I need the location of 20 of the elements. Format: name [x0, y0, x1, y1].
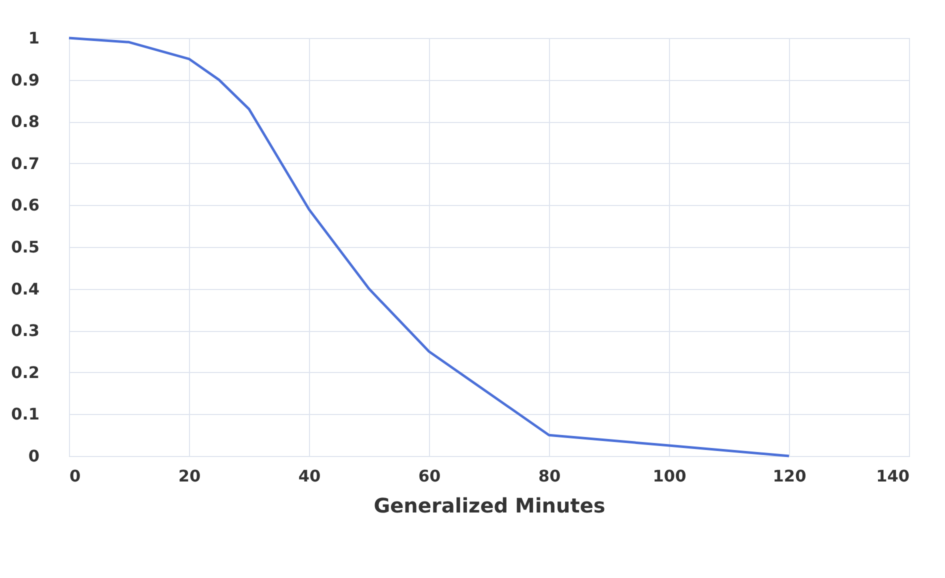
y-tick-label: 0.1 — [11, 404, 40, 424]
y-tick-label: 0.2 — [11, 362, 40, 382]
y-tick-label: 0.5 — [11, 238, 40, 256]
y-tick-label: 0.3 — [11, 321, 40, 340]
x-tick-label: 140 — [876, 466, 910, 486]
y-tick-label: 0.9 — [11, 70, 40, 90]
y-tick-label: 0.7 — [11, 154, 40, 173]
y-tick-label: 0.4 — [11, 279, 40, 298]
x-tick-label: 120 — [772, 466, 806, 486]
x-tick-label: 20 — [178, 466, 201, 486]
y-tick-label: 0 — [28, 446, 40, 466]
x-tick-label: 0 — [70, 466, 81, 486]
x-tick-label: 100 — [652, 466, 686, 486]
y-tick-label: 0.8 — [11, 112, 40, 132]
x-tick-label: 60 — [418, 466, 441, 486]
y-tick-label: 0.6 — [11, 196, 40, 215]
y-tick-label: 1 — [28, 28, 40, 48]
x-tick-label: 40 — [298, 466, 321, 486]
x-axis-title: Generalized Minutes — [374, 494, 606, 518]
x-tick-label: 80 — [538, 466, 561, 486]
